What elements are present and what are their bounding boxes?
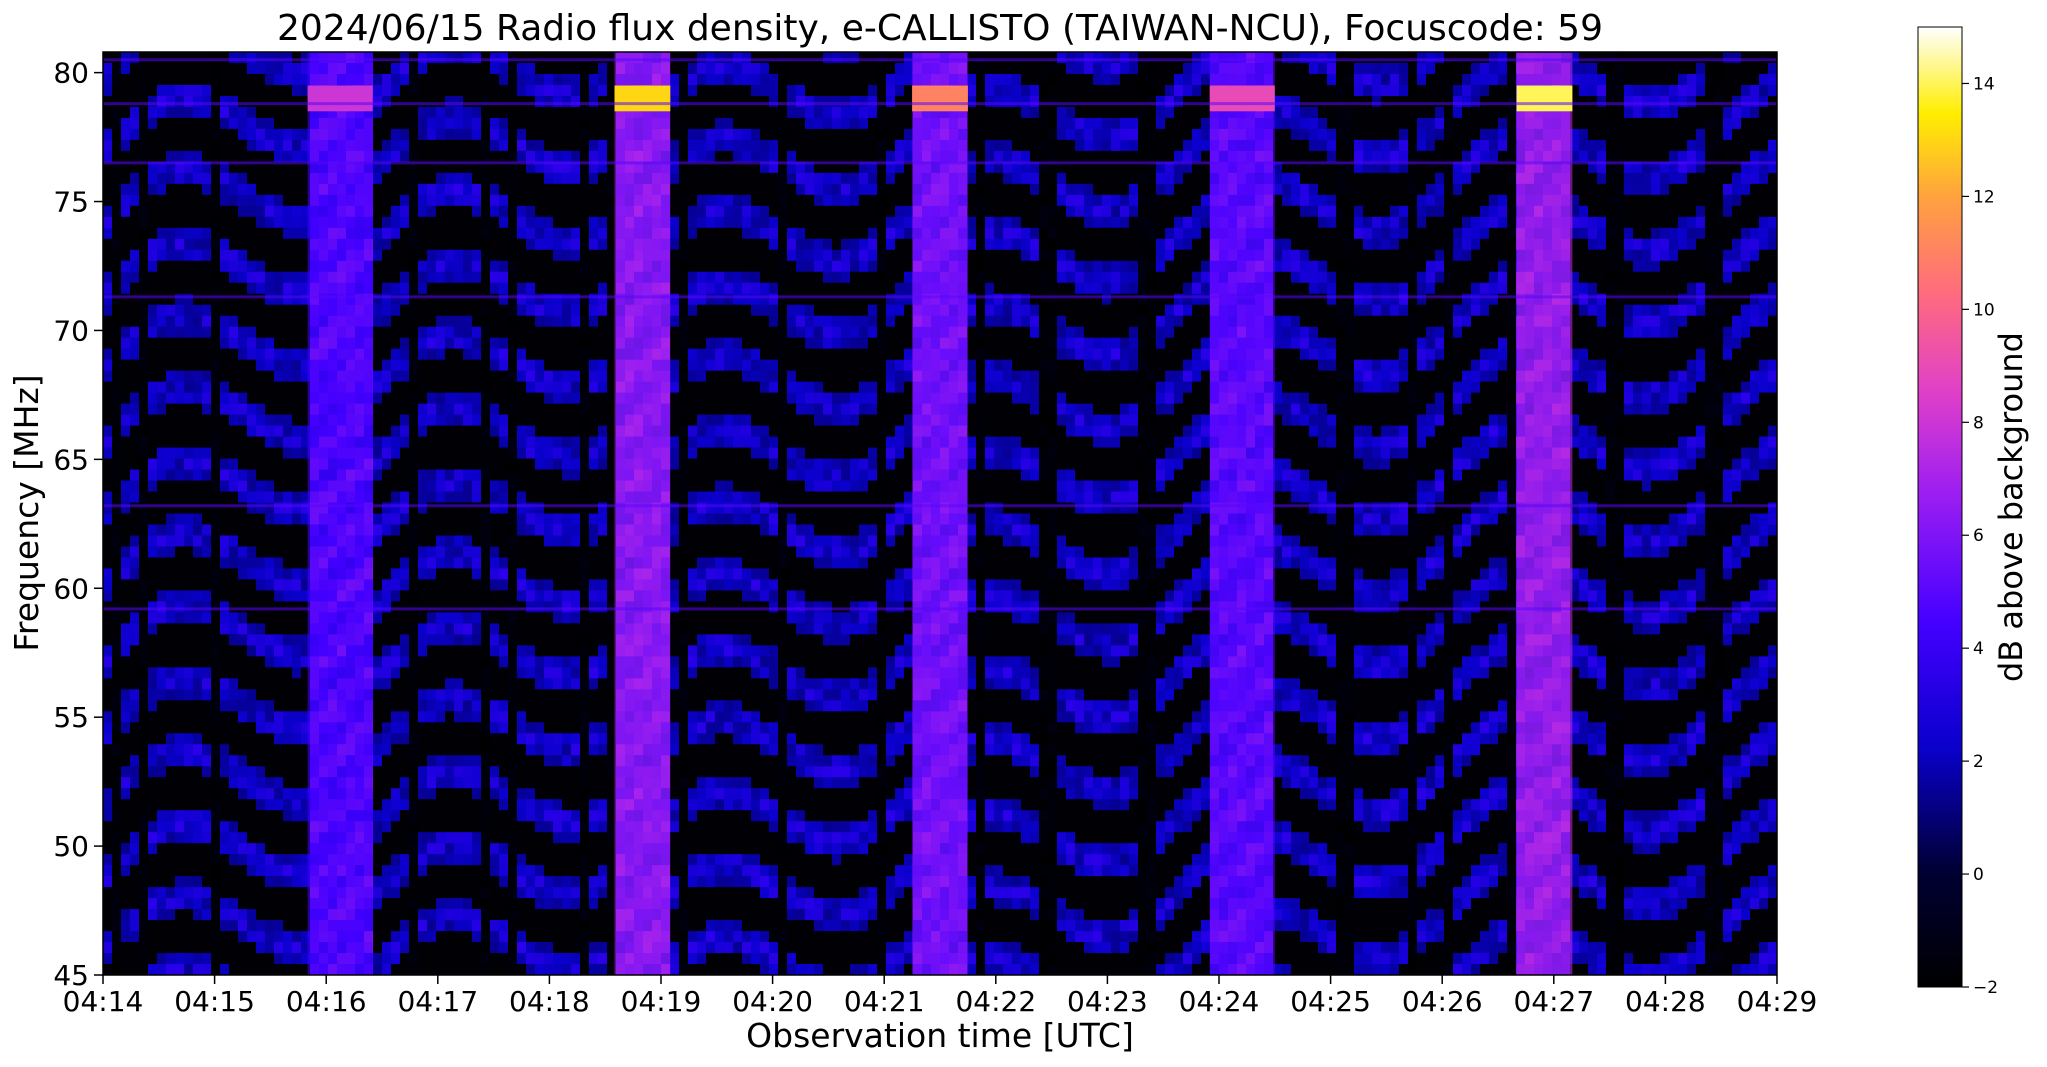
y-tick-label: 60	[53, 572, 89, 605]
colorbar-tick-label: 0	[1973, 865, 1984, 885]
x-tick-label: 04:17	[397, 985, 478, 1018]
x-tick-label: 04:26	[1402, 985, 1483, 1018]
x-tick-label: 04:18	[509, 985, 590, 1018]
calibration-burst-5	[1516, 52, 1573, 975]
burst-peak-band-3	[912, 85, 968, 112]
chart-title: 2024/06/15 Radio flux density, e-CALLIST…	[277, 8, 1603, 49]
colorbar-tick-label: 6	[1973, 526, 1984, 546]
burst-peak-band-5	[1516, 85, 1573, 112]
burst-peak-band-2	[614, 85, 671, 112]
x-tick-label: 04:23	[1067, 985, 1148, 1018]
colorbar-tick-label: −2	[1973, 978, 1998, 998]
colorbar-label: dB above background	[1992, 332, 2030, 682]
y-axis: 45 50 55 60 65 70 75 80	[53, 57, 103, 992]
x-tick-label: 04:24	[1179, 985, 1260, 1018]
y-tick-label: 75	[53, 186, 89, 219]
y-tick-label: 80	[53, 57, 89, 90]
x-tick-label: 04:15	[174, 985, 255, 1018]
colorbar	[1917, 26, 1963, 988]
x-tick-label: 04:27	[1513, 985, 1594, 1018]
colorbar-tick-label: 4	[1973, 639, 1984, 659]
y-tick-label: 50	[53, 830, 89, 863]
calibration-burst-4	[1209, 52, 1275, 975]
y-tick-label: 45	[53, 959, 89, 992]
x-tick-label: 04:29	[1737, 985, 1818, 1018]
colorbar-tick-label: 10	[1973, 300, 1995, 320]
heatmap-layer	[103, 52, 1778, 976]
y-axis-label: Frequency [MHz]	[7, 374, 46, 651]
y-tick-label: 70	[53, 314, 89, 347]
calibration-burst-2	[614, 52, 671, 975]
calibration-burst-1	[307, 52, 373, 975]
x-tick-label: 04:16	[286, 985, 367, 1018]
x-tick-label: 04:14	[63, 985, 144, 1018]
colorbar-tick-label: 8	[1973, 413, 1984, 433]
colorbar-tick-label: 12	[1973, 187, 1995, 207]
calibration-burst-3	[912, 52, 968, 975]
x-tick-label: 04:25	[1290, 985, 1371, 1018]
colorbar-axis: −2 0 2 4 6 8 10 12 14	[1962, 74, 1998, 998]
y-tick-label: 65	[53, 443, 89, 476]
x-tick-label: 04:21	[844, 985, 925, 1018]
x-tick-label: 04:19	[621, 985, 702, 1018]
plot-frame	[102, 51, 1778, 976]
burst-peak-band-1	[307, 85, 373, 112]
x-tick-label: 04:20	[732, 985, 813, 1018]
colorbar-tick-label: 14	[1973, 74, 1995, 94]
colorbar-tick-label: 2	[1973, 752, 1984, 772]
y-tick-label: 55	[53, 701, 89, 734]
x-axis: 04:14 04:15 04:16 04:17 04:18 04:19 04:20 04:21…	[63, 975, 1818, 1018]
x-tick-label: 04:28	[1625, 985, 1706, 1018]
x-tick-label: 04:22	[955, 985, 1036, 1018]
burst-peak-band-4	[1209, 85, 1275, 112]
x-axis-label: Observation time [UTC]	[746, 1016, 1134, 1055]
